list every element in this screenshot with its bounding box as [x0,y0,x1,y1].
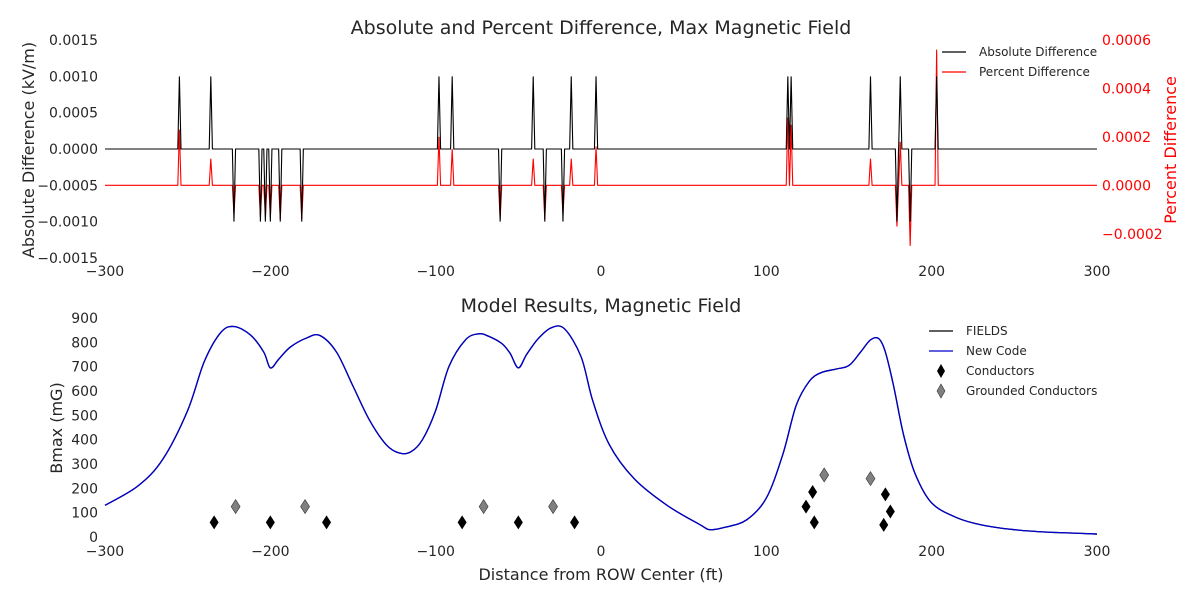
difference-x-tick-label: 300 [1084,264,1111,280]
conductor-marker [322,515,332,530]
model-results-title: Model Results, Magnetic Field [461,295,742,317]
legend-percent-label: Percent Difference [979,65,1090,79]
difference-x-tick-label: 0 [597,264,606,280]
difference-chart: Absolute and Percent Difference, Max Mag… [19,17,1180,280]
model-results-y-tick-label: 600 [71,384,98,400]
grounded-conductor-marker [478,499,489,515]
model-results-x-tick-label: −200 [251,544,289,560]
difference-x-tick-label: 100 [753,264,780,280]
grounded-conductor-marker [865,471,876,487]
model-results-y-tick-label: 400 [71,433,98,449]
difference-y-axis-label: Absolute Difference (kV/m) [19,42,38,258]
model-results-y-tick-label: 300 [71,457,98,473]
legend-conductors-label: Conductors [966,364,1034,378]
model-results-y-tick-label: 700 [71,360,98,376]
model-results-y-tick-label: 100 [71,506,98,522]
difference-y2-ticks: −0.0002 0.0000 0.0002 0.0004 0.0006 [1102,33,1163,243]
legend-fields-label: FIELDS [966,324,1008,338]
model-results-x-tick-label: 100 [753,544,780,560]
difference-y-tick-label: −0.0005 [37,178,98,194]
model-results-y-tick-label: 900 [71,311,98,327]
model-results-y-axis-label: Bmax (mG) [47,382,66,473]
model-results-markers [209,467,895,532]
difference-chart-title: Absolute and Percent Difference, Max Mag… [351,17,852,39]
difference-y2-axis-label: Percent Difference [1161,76,1180,224]
model-results-legend: FIELDS New Code Conductors Grounded Cond… [929,324,1097,399]
model-results-lines [104,325,1098,535]
difference-y2-tick-label: 0.0002 [1102,130,1151,146]
conductor-marker [513,515,523,530]
difference-y2-tick-label: 0.0000 [1102,178,1151,194]
conductor-marker [885,504,895,519]
model-results-x-axis-label: Distance from ROW Center (ft) [478,565,723,584]
conductor-marker [570,515,580,530]
conductor-marker [880,487,890,502]
conductor-marker [801,499,811,514]
legend-absolute-label: Absolute Difference [979,45,1097,59]
model-results-y-tick-label: 200 [71,481,98,497]
difference-x-ticks: −300 −200 −100 0 100 200 300 [86,264,1111,280]
model-results-y-tick-label: 0 [89,530,98,546]
legend-new-code-label: New Code [966,344,1027,358]
difference-y-tick-label: 0.0005 [49,106,98,122]
difference-x-tick-label: −300 [86,264,124,280]
legend-conductors-marker [937,364,945,378]
model-results-x-tick-label: 0 [597,544,606,560]
conductor-marker [879,517,889,532]
absolute-difference-series [105,76,1097,222]
difference-x-tick-label: 200 [918,264,945,280]
difference-legend: Absolute Difference Percent Difference [942,45,1097,79]
difference-y2-tick-label: −0.0002 [1102,227,1163,243]
difference-y-tick-label: 0.0015 [49,33,98,49]
model-results-x-tick-label: −300 [86,544,124,560]
model-results-y-tick-label: 500 [71,408,98,424]
difference-y-tick-label: −0.0015 [37,251,98,267]
difference-y2-tick-label: 0.0006 [1102,33,1151,49]
model-results-x-ticks: −300 −200 −100 0 100 200 300 [86,544,1111,560]
conductor-marker [209,515,219,530]
legend-grounded-conductors-marker [936,383,946,399]
legend-grounded-conductors-label: Grounded Conductors [966,384,1097,398]
grounded-conductor-marker [548,499,558,515]
difference-x-tick-label: −200 [251,264,289,280]
conductor-marker [808,484,818,499]
new-code-line [104,325,1098,535]
conductor-marker [457,515,467,530]
model-results-x-tick-label: 300 [1084,544,1111,560]
model-results-y-ticks: 0 100 200 300 400 500 600 700 800 900 [71,311,98,546]
absolute-difference-line [105,76,1097,222]
conductor-marker [809,515,819,530]
model-results-chart: Model Results, Magnetic Field −300 −200 −1… [47,295,1110,584]
grounded-conductor-marker [230,499,241,515]
difference-y2-tick-label: 0.0004 [1102,81,1151,97]
difference-y-tick-label: 0.0000 [49,142,98,158]
difference-y-tick-label: 0.0010 [49,69,98,85]
grounded-conductor-marker [819,467,830,483]
model-results-x-tick-label: 200 [918,544,945,560]
difference-y-tick-label: −0.0010 [37,215,98,231]
model-results-x-tick-label: −100 [416,544,454,560]
conductor-marker [265,515,275,530]
grounded-conductor-marker [300,499,310,515]
difference-y-ticks: −0.0015 −0.0010 −0.0005 0.0000 0.0005 0.0010 0… [37,33,98,267]
difference-x-tick-label: −100 [416,264,454,280]
model-results-y-tick-label: 800 [71,335,98,351]
